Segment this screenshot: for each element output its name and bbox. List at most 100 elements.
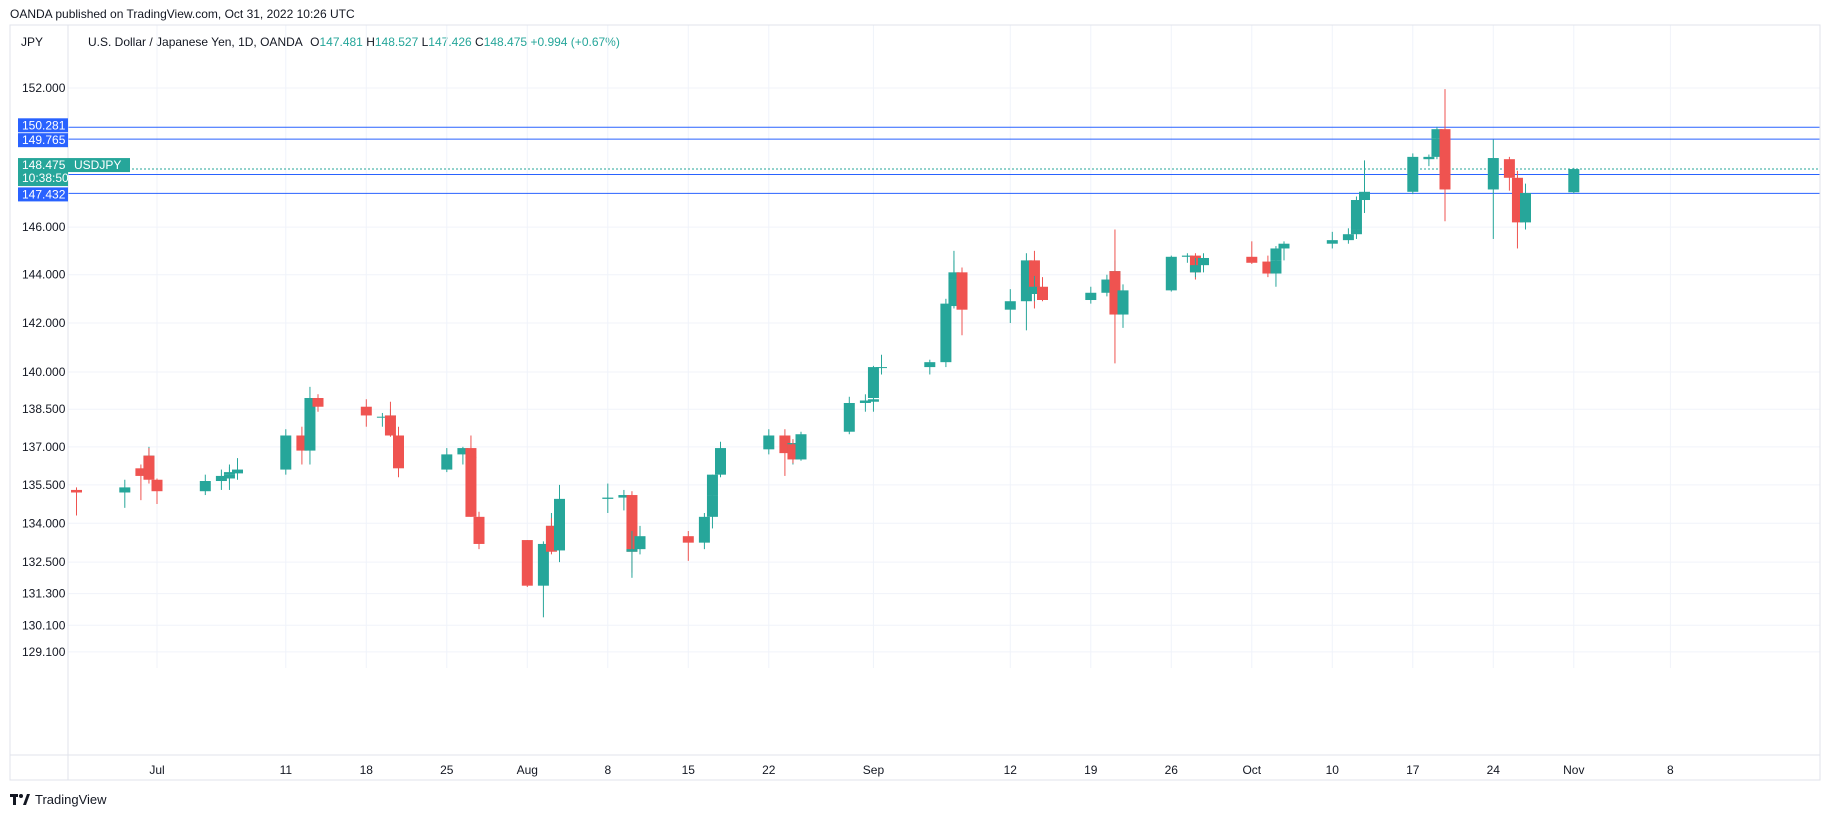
footer-brand-name: TradingView [35, 792, 107, 807]
candle-body [706, 474, 718, 496]
hline-price-tag-bg [18, 118, 68, 133]
candle-body [1037, 286, 1048, 301]
candle-body [296, 435, 308, 451]
candle-body [1568, 169, 1580, 193]
legend-high-label: H [366, 35, 375, 49]
candle-body [940, 303, 952, 363]
legend-low-value: 147.426 [428, 35, 472, 49]
candle-body [1085, 292, 1097, 301]
legend-close-value: 148.475 [483, 35, 528, 49]
legend-close-label: C [475, 35, 484, 49]
candle-body [151, 479, 163, 492]
candle-body [715, 448, 726, 475]
candle-body [1326, 240, 1338, 244]
candle-body [763, 435, 775, 450]
candle-body [554, 498, 565, 551]
x-tick-label: 18 [360, 763, 374, 777]
y-tick-label: 142.000 [22, 316, 66, 330]
candle-body [1350, 200, 1362, 230]
candle-body [795, 434, 807, 460]
candle-body [1189, 265, 1201, 273]
candle-body [602, 497, 614, 499]
y-tick-label: 138.500 [22, 402, 66, 416]
hline-price-tag: 147.432 [22, 187, 66, 201]
candle-body [1407, 156, 1419, 192]
y-tick-label: 152.000 [22, 81, 66, 95]
x-tick-label: 8 [1667, 763, 1674, 777]
candle-body [698, 516, 710, 543]
x-tick-label: 19 [1084, 763, 1098, 777]
hline-price-tag: 149.765 [22, 133, 66, 147]
hline-price-tag-bg [18, 187, 68, 202]
candle-body [119, 487, 131, 493]
candle-body [1246, 256, 1258, 263]
candle-body [465, 456, 477, 517]
x-tick-label: 22 [762, 763, 776, 777]
candle-body [1278, 243, 1290, 249]
candle-body [1423, 156, 1435, 160]
candle-body [1511, 220, 1523, 223]
candle-body [223, 472, 235, 475]
legend-title: U.S. Dollar / Japanese Yen, 1D, OANDA [88, 35, 303, 49]
candle-body [441, 454, 453, 470]
candle-body [634, 536, 646, 550]
tradingview-logo[interactable]: TradingView [10, 792, 107, 807]
candle-body [867, 367, 879, 399]
candle-body [1165, 256, 1177, 291]
y-tick-label: 131.300 [22, 587, 66, 601]
candle-body [393, 435, 404, 469]
candle-body [1431, 129, 1443, 139]
y-tick-label: 130.100 [22, 618, 66, 632]
x-tick-label: 26 [1165, 763, 1179, 777]
candle-body [457, 448, 469, 455]
candle-body [215, 475, 227, 482]
countdown-tag: 10:38:50 [22, 171, 69, 185]
candle-body [1028, 286, 1040, 294]
candle-body [682, 536, 694, 543]
last-price-tag: 148.475 [22, 158, 66, 172]
x-tick-label: 10 [1326, 763, 1340, 777]
candle-body [1270, 248, 1282, 261]
hline-price-tag-bg [18, 133, 68, 148]
symbol-tag-bg [68, 158, 130, 173]
legend-open-label: O [310, 35, 320, 49]
candle-body [859, 400, 871, 403]
candle-body [1520, 192, 1531, 223]
candle-body [1431, 138, 1443, 157]
candle-body [280, 435, 292, 470]
candle-body [1020, 260, 1032, 302]
candle-body [312, 398, 324, 407]
candle-body [867, 399, 879, 402]
candle-body [545, 525, 557, 552]
legend-high-value: 148.527 [374, 35, 419, 49]
axes: 129.100 130.100 131.300 132.500 134.000 135.5… [9, 24, 1821, 781]
candle-body [1439, 129, 1451, 190]
candle-body [143, 455, 155, 480]
candle-body [199, 481, 211, 492]
candle-body [626, 495, 638, 552]
legend-open-value: 147.481 [319, 35, 363, 49]
y-tick-label: 144.000 [22, 268, 66, 282]
y-tick-label: 146.000 [22, 220, 66, 234]
candle-body [1270, 260, 1282, 274]
horizontal-lines[interactable] [68, 126, 1820, 194]
x-tick-label: 25 [440, 763, 454, 777]
candle-body [876, 367, 887, 369]
candle-body [618, 495, 630, 498]
price-labels: 150.281149.765148.240147.432148.47510:38… [18, 118, 130, 202]
candle-body [473, 516, 485, 544]
candle-body [537, 543, 549, 586]
candle-body [1181, 255, 1193, 257]
candle-body [787, 444, 799, 460]
x-tick-label: Nov [1563, 763, 1584, 777]
chart-legend: U.S. Dollar / Japanese Yen, 1D, OANDA O1… [88, 35, 620, 49]
candle-body [384, 415, 396, 436]
x-tick-label: 12 [1004, 763, 1018, 777]
chart-frame [9, 24, 1821, 781]
candle-body [360, 406, 372, 416]
candle-body [232, 469, 243, 474]
candle-body [465, 448, 477, 459]
x-tick-label: 24 [1487, 763, 1501, 777]
x-tick-label: Oct [1242, 763, 1261, 777]
